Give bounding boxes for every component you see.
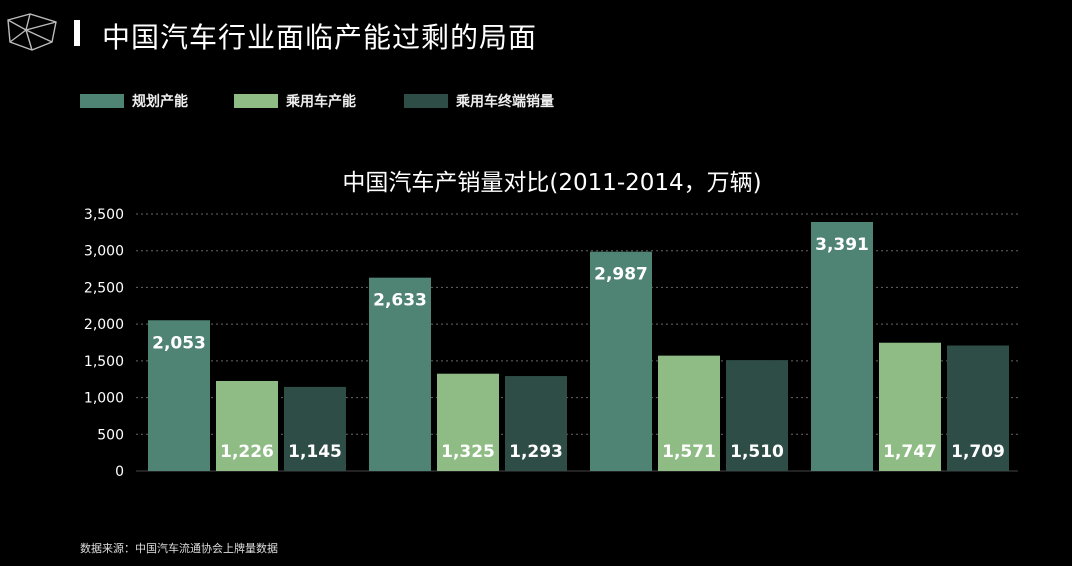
data-label: 2,987 (594, 265, 648, 285)
y-tick-label: 0 (115, 464, 124, 480)
bar-planned-capacity (811, 222, 873, 471)
bar-planned-capacity (148, 320, 210, 471)
logo-icon (7, 13, 57, 51)
data-label: 1,293 (509, 442, 563, 462)
data-label: 3,391 (815, 235, 869, 255)
legend-item-passenger-capacity: 乘用车产能 (234, 91, 356, 111)
y-tick-label: 1,500 (84, 354, 124, 370)
legend-item-planned-capacity: 规划产能 (80, 91, 188, 111)
chart-title: 中国汽车产销量对比(2011-2014，万辆) (342, 170, 761, 196)
data-label: 1,145 (288, 442, 342, 462)
data-label: 1,226 (220, 442, 274, 462)
data-label: 1,571 (662, 442, 716, 462)
data-label: 1,325 (441, 442, 495, 462)
bar-passenger-sales (947, 345, 1009, 471)
legend-label: 规划产能 (132, 94, 188, 110)
bar-passenger-capacity (879, 342, 941, 471)
bar-passenger-capacity (658, 355, 720, 471)
legend-swatch (404, 94, 448, 108)
y-tick-label: 500 (97, 427, 124, 443)
data-label: 1,510 (730, 442, 784, 462)
bar-passenger-sales (726, 360, 788, 471)
y-tick-label: 3,000 (84, 244, 124, 260)
data-label: 2,633 (373, 291, 427, 311)
bar-passenger-sales (505, 376, 567, 471)
bar-chart: 中国汽车产销量对比(2011-2014，万辆) 0 500 1,000 1,500 2,… (84, 170, 1018, 480)
source-note: 数据来源：中国汽车流通协会上牌量数据 (80, 542, 278, 555)
data-label: 1,747 (883, 442, 937, 462)
legend-swatch (80, 94, 124, 108)
legend-item-passenger-sales: 乘用车终端销量 (404, 91, 554, 111)
legend-label: 乘用车产能 (286, 94, 356, 110)
y-tick-label: 3,500 (84, 207, 124, 223)
bar-passenger-capacity (437, 373, 499, 471)
data-label: 1,709 (951, 442, 1005, 462)
y-tick-label: 1,000 (84, 391, 124, 407)
page-title: 中国汽车行业面临产能过剩的局面 (102, 21, 538, 54)
bar-planned-capacity (590, 251, 652, 471)
bar-passenger-sales (284, 386, 346, 471)
title-accent-bar (74, 20, 80, 46)
y-tick-label: 2,000 (84, 317, 124, 333)
data-label: 2,053 (152, 333, 206, 353)
legend-label: 乘用车终端销量 (456, 94, 554, 110)
y-tick-label: 2,500 (84, 280, 124, 296)
bar-passenger-capacity (216, 380, 278, 471)
bar-planned-capacity (369, 277, 431, 471)
legend-swatch (234, 94, 278, 108)
